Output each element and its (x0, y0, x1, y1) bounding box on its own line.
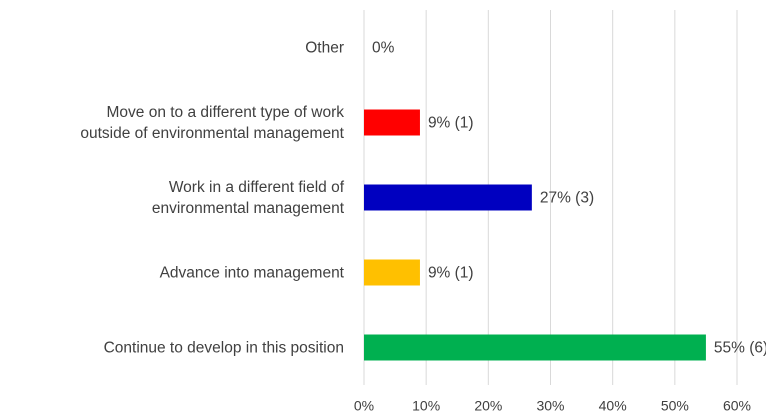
category-label: Move on to a different type of work outs… (80, 103, 344, 142)
x-tick-label: 20% (474, 398, 502, 414)
category-label: Other (305, 39, 344, 56)
x-tick-label: 50% (661, 398, 689, 414)
x-tick-label: 10% (412, 398, 440, 414)
value-label: 0% (372, 40, 395, 57)
bar (364, 109, 420, 136)
bar (364, 259, 420, 286)
value-label: 55% (6) (714, 340, 766, 357)
category-label: Continue to develop in this position (103, 339, 344, 356)
value-label: 9% (1) (428, 265, 474, 282)
x-tick-label: 30% (536, 398, 564, 414)
bar (364, 184, 532, 211)
bar (364, 334, 706, 361)
x-tick-label: 0% (354, 398, 374, 414)
x-tick-label: 60% (723, 398, 751, 414)
value-label: 9% (1) (428, 115, 474, 132)
category-label: Work in a different field of environment… (151, 178, 344, 217)
category-label: Advance into management (159, 264, 344, 281)
x-tick-label: 40% (599, 398, 627, 414)
value-label: 27% (3) (540, 190, 594, 207)
